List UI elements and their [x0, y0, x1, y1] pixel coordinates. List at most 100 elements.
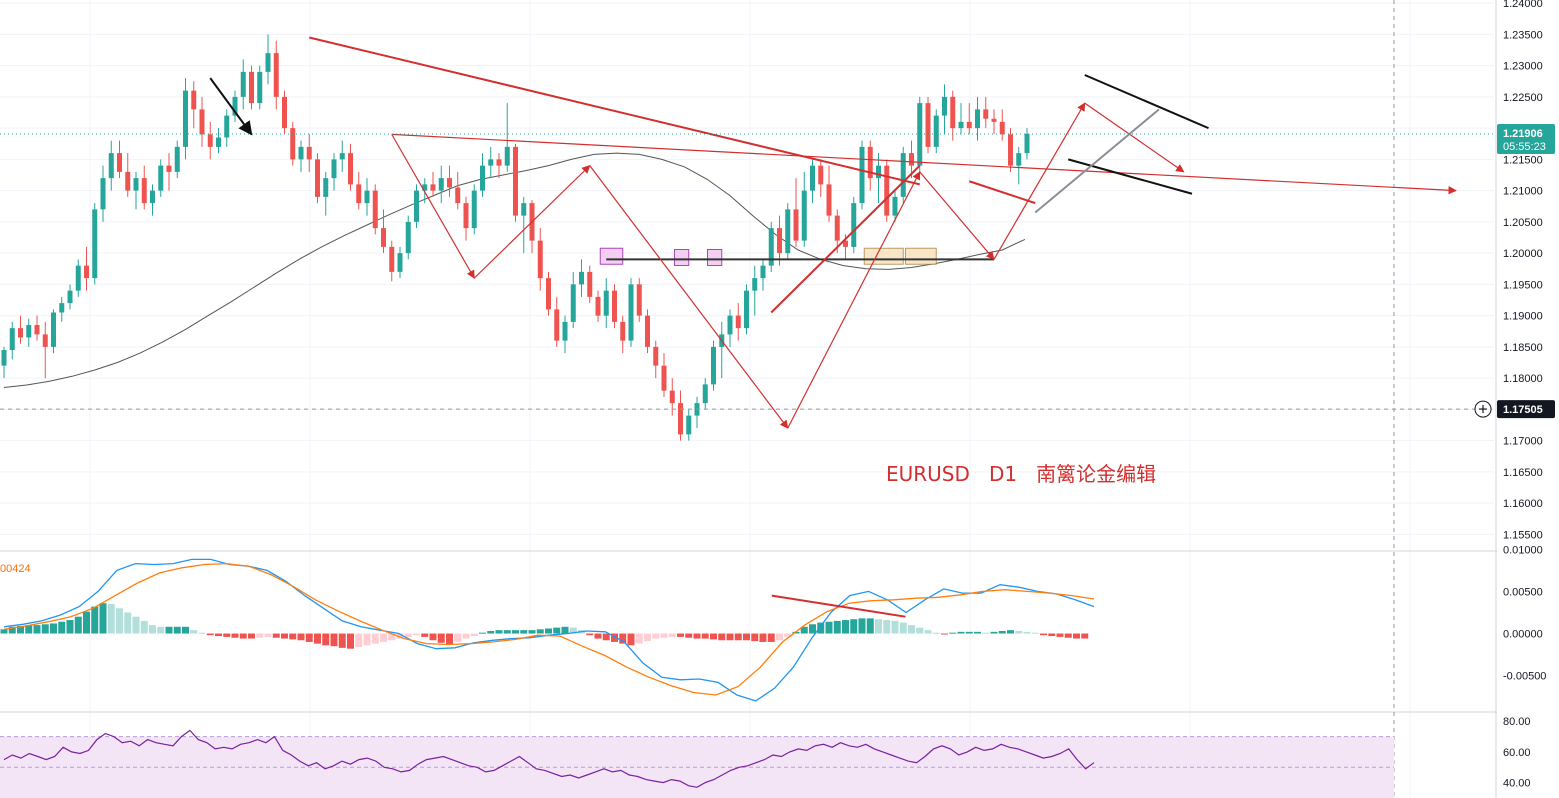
- candle: [51, 309, 56, 354]
- candle: [496, 153, 502, 179]
- rsi-layer: [0, 729, 1394, 798]
- candle: [785, 203, 791, 260]
- candle: [414, 184, 419, 229]
- candle-body: [496, 159, 502, 166]
- macd-histogram-bar: [479, 632, 486, 634]
- macd-histogram-bar: [157, 626, 165, 634]
- macd-histogram-bar: [627, 633, 635, 646]
- macd-histogram-bar: [677, 633, 684, 637]
- candle-body: [933, 115, 939, 147]
- price-tick-label: 1.17000: [1503, 436, 1543, 448]
- candle: [422, 178, 428, 204]
- macd-histogram-bar: [99, 603, 107, 634]
- candle-body: [232, 96, 238, 116]
- candle-body: [884, 165, 890, 216]
- macd-histogram-bar: [611, 633, 618, 642]
- candle: [84, 246, 89, 291]
- candle-body: [669, 390, 675, 404]
- macd-histogram-bar: [998, 631, 1006, 634]
- macd-histogram-bar: [916, 627, 924, 634]
- breakout-segment: [968, 180, 1036, 205]
- candle-body: [356, 184, 362, 204]
- macd-histogram-bar: [347, 633, 354, 649]
- candle: [1016, 146, 1022, 185]
- candle-body: [18, 328, 23, 338]
- macd-histogram-bar: [982, 632, 990, 634]
- candle: [999, 109, 1005, 141]
- candle: [117, 140, 122, 179]
- candle-body: [372, 190, 378, 229]
- macd-histogram-bar: [660, 633, 668, 638]
- candle-body: [785, 209, 791, 254]
- macd-histogram-bar: [751, 633, 759, 642]
- drawings-layer: [0, 36, 1494, 429]
- macd-histogram-bar: [41, 624, 49, 634]
- macd-histogram-bar: [429, 633, 437, 641]
- macd-histogram-bar: [908, 625, 915, 634]
- candle-body: [504, 146, 510, 166]
- candle-body: [744, 290, 749, 329]
- pattern-box: [863, 247, 904, 265]
- macd-histogram-bar: [314, 633, 321, 644]
- candle-body: [273, 53, 279, 97]
- candle: [480, 153, 485, 197]
- macd-histogram-bar: [767, 633, 775, 642]
- candle-body: [26, 325, 32, 338]
- macd-histogram-bar: [792, 631, 800, 634]
- candle-body: [678, 403, 683, 435]
- macd-histogram-bar: [536, 629, 544, 634]
- candle-body: [59, 303, 65, 313]
- candle: [339, 140, 345, 172]
- macd-histogram-bar: [866, 618, 874, 634]
- macd-histogram-bar: [149, 625, 156, 634]
- candle: [67, 284, 73, 310]
- candle: [9, 321, 15, 360]
- candle: [372, 184, 378, 235]
- macd-histogram-bar: [454, 633, 462, 642]
- macd-histogram-bar: [198, 632, 206, 634]
- candle: [669, 378, 675, 416]
- macd-histogram-bar: [644, 633, 651, 642]
- candle-body: [150, 190, 155, 204]
- candle-body: [207, 134, 213, 147]
- candle-body: [636, 284, 642, 316]
- candle-body: [735, 315, 741, 329]
- candle: [1008, 128, 1013, 172]
- candle-body: [562, 321, 568, 341]
- candle-body: [240, 71, 246, 97]
- macd-histogram-bar: [924, 630, 932, 634]
- candle: [653, 340, 659, 379]
- candle-body: [75, 265, 81, 291]
- candle-body: [975, 109, 980, 129]
- macd-histogram-bar: [470, 633, 478, 637]
- price-tick-label: 1.19000: [1503, 311, 1543, 323]
- macd-histogram-bar: [272, 633, 280, 638]
- macd-histogram-bar: [190, 630, 198, 634]
- macd-tick-label: -0.00500: [1503, 671, 1546, 683]
- candle: [628, 278, 634, 347]
- macd-histogram-bar: [561, 626, 569, 634]
- candle: [183, 78, 188, 160]
- candle: [966, 103, 972, 135]
- candle: [719, 321, 725, 379]
- candle-body: [183, 90, 188, 147]
- candle: [636, 278, 642, 322]
- macd-histogram-bar: [512, 630, 519, 634]
- candle-body: [645, 315, 650, 347]
- macd-histogram-bar: [297, 633, 305, 641]
- macd-histogram-bar: [437, 633, 445, 643]
- projected-trend-line: [391, 133, 1457, 195]
- macd-histogram-bar: [289, 633, 297, 640]
- macd-histogram-bar: [553, 627, 561, 634]
- macd-histogram-bar: [215, 633, 222, 637]
- candle: [884, 159, 890, 222]
- macd-histogram-bar: [173, 626, 181, 634]
- candle-body: [1008, 134, 1013, 166]
- macd-histogram-bar: [388, 633, 396, 641]
- candle-body: [438, 178, 444, 191]
- candle: [150, 184, 155, 216]
- candle: [958, 103, 964, 135]
- candle-body: [471, 190, 477, 229]
- candle: [59, 296, 65, 322]
